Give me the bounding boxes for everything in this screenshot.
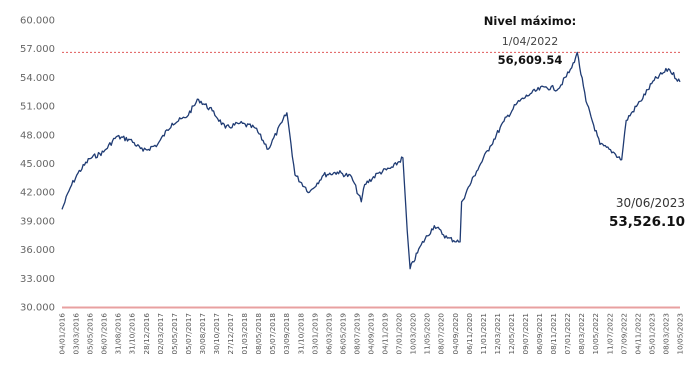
last-value: 53,526.10 [609, 214, 685, 230]
x-tick-label: 05/07/2018 [268, 313, 277, 355]
x-tick-label: 28/12/2016 [142, 313, 151, 355]
max-level-title: Nivel máximo: [484, 14, 576, 28]
x-tick-label: 10/05/2023 [676, 313, 685, 354]
x-tick-label: 11/01/2021 [479, 313, 488, 354]
x-tick-label: 27/12/2017 [226, 313, 235, 354]
x-tick-label: 11/07/2022 [605, 313, 614, 354]
x-tick-label: 04/01/2016 [58, 313, 67, 355]
x-tick-label: 06/05/2019 [338, 313, 347, 355]
y-tick-label: 54.000 [20, 73, 55, 84]
y-tick-label: 60.000 [20, 16, 55, 27]
y-tick-label: 39.000 [20, 216, 55, 227]
x-tick-label: 03/01/2019 [310, 313, 319, 355]
x-tick-label: 05/07/2017 [184, 313, 193, 354]
series-line [61, 51, 681, 270]
x-tick-label: 12/03/2021 [493, 313, 502, 354]
x-tick-label: 03/09/2018 [282, 313, 291, 355]
max-level-date: 1/04/2022 [502, 35, 558, 48]
x-tick-label: 01/03/2018 [240, 313, 249, 355]
y-tick-label: 45.000 [20, 159, 55, 170]
y-tick-label: 30.000 [20, 303, 55, 314]
x-tick-label: 09/07/2021 [521, 313, 530, 354]
x-tick-label: 06/09/2021 [535, 313, 544, 354]
y-tick-label: 51.000 [20, 102, 55, 113]
x-tick-label: 11/05/2020 [423, 313, 432, 355]
x-tick-label: 04/11/2022 [633, 313, 642, 354]
x-tick-label: 08/03/2022 [577, 313, 586, 354]
y-axis: 60.000 57.000 54.000 51.000 48.000 45.000 42.0… [20, 16, 55, 314]
x-tick-label: 02/03/2017 [156, 313, 165, 354]
x-tick-label: 10/05/2022 [591, 313, 600, 354]
y-tick-label: 48.000 [20, 130, 55, 141]
x-tick-label: 31/10/2018 [296, 313, 305, 355]
x-tick-label: 07/01/2020 [395, 313, 404, 355]
x-tick-label: 05/05/2017 [170, 313, 179, 354]
y-tick-label: 57.000 [20, 44, 55, 55]
max-level-value: 56,609.54 [498, 53, 563, 67]
x-tick-label: 06/11/2020 [465, 313, 474, 355]
y-tick-label: 42.000 [20, 188, 55, 199]
x-tick-label: 08/05/2018 [254, 313, 263, 355]
x-tick-label: 05/05/2016 [86, 313, 95, 355]
x-tick-label: 31/10/2016 [128, 313, 137, 355]
x-tick-label: 10/03/2020 [409, 313, 418, 355]
x-tick-label: 07/01/2022 [563, 313, 572, 354]
x-tick-label: 04/11/2019 [381, 313, 390, 355]
x-tick-label: 03/03/2016 [72, 313, 81, 355]
x-tick-label: 08/07/2020 [437, 313, 446, 355]
x-tick-label: 05/01/2023 [647, 313, 656, 354]
y-tick-label: 36.000 [20, 245, 55, 256]
x-tick-label: 31/08/2016 [114, 313, 123, 355]
x-tick-label: 06/03/2019 [324, 313, 333, 355]
x-tick-label: 30/08/2017 [198, 313, 207, 354]
x-tick-label: 04/09/2020 [451, 313, 460, 355]
x-tick-label: 12/05/2021 [507, 313, 516, 354]
x-axis: 04/01/2016 03/03/2016 05/05/2016 06/07/2016… [58, 313, 685, 355]
x-tick-label: 08/03/2023 [661, 313, 670, 354]
last-value-date: 30/06/2023 [616, 196, 685, 210]
x-tick-label: 04/09/2019 [367, 313, 376, 355]
x-tick-label: 08/07/2019 [352, 313, 361, 355]
x-tick-label: 30/10/2017 [212, 313, 221, 354]
x-tick-label: 07/09/2022 [619, 313, 628, 354]
y-tick-label: 33.000 [20, 274, 55, 285]
x-tick-label: 08/11/2021 [549, 313, 558, 354]
x-tick-label: 06/07/2016 [100, 313, 109, 355]
